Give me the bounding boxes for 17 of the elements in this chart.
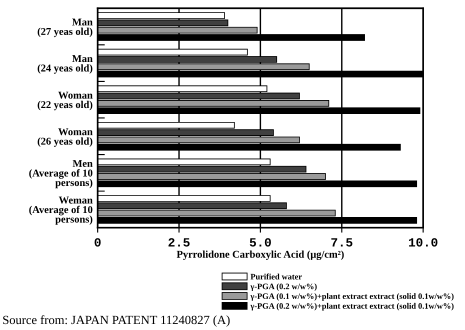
y-tick-label: Woman (26 yeas old)	[38, 128, 93, 147]
x-tick-label: 2.5	[168, 238, 190, 247]
x-tick-label: 10.0	[408, 238, 438, 247]
legend-label: Purified water	[250, 274, 302, 280]
y-tick-label: Man (27 yeas old)	[38, 18, 93, 38]
legend-label: γ-PGA (0.1 w/w%)+plant extract extract (solid 0.1w/w%)	[250, 293, 454, 301]
x-tick-label: 0	[94, 238, 101, 247]
legend-label: γ-PGA (0.2 w/w%)+plant extract extract (solid 0.1w/w%)	[250, 302, 454, 310]
y-tick-label: Woman (22 yeas old)	[38, 92, 93, 110]
legend-label: γ-PGA (0.2 w/w%)	[250, 283, 317, 291]
source-note: Source from: JAPAN PATENT 11240827 (A)	[3, 315, 230, 327]
x-axis-title: Pyrrolidone Carboxylic Acid (μg/cm²)	[176, 250, 344, 260]
y-tick-label: Men (Average of 10 persons)	[29, 160, 93, 188]
x-tick-label: 7.5	[331, 238, 352, 247]
y-tick-label: Man (24 yeas old)	[38, 55, 93, 74]
y-tick-label: Weman (Average of 10 persons)	[29, 196, 93, 225]
x-tick-label: 5.0	[250, 238, 271, 247]
